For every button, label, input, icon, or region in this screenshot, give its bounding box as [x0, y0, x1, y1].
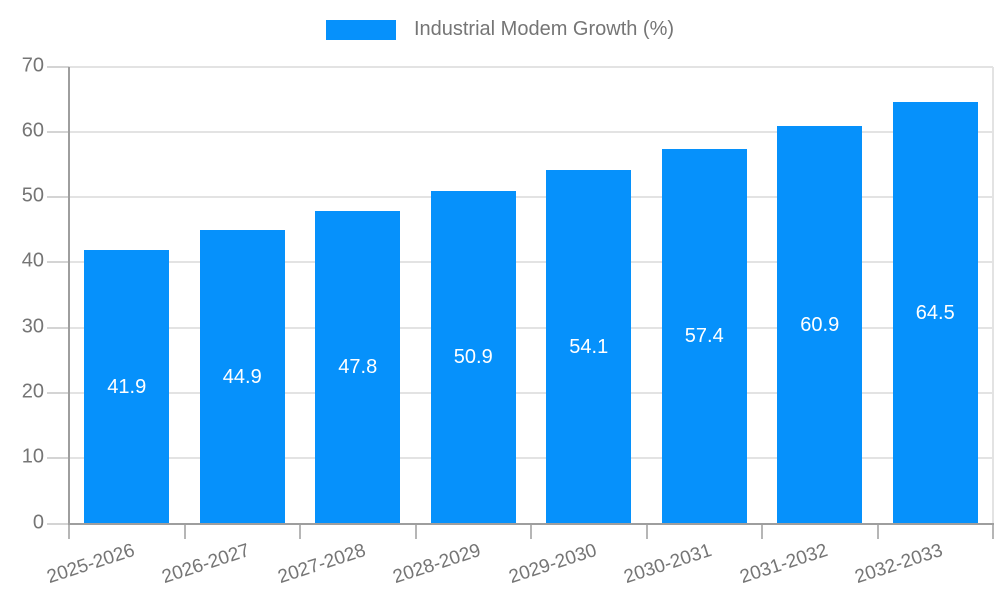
bar	[661, 148, 747, 524]
x-category-label: 2032-2033	[852, 540, 946, 589]
bar	[84, 249, 170, 524]
bar	[199, 230, 285, 524]
y-tick	[47, 196, 69, 199]
bar	[777, 125, 863, 524]
y-tick-label: 30	[21, 315, 44, 338]
y-tick-label: 70	[21, 54, 44, 77]
y-tick	[47, 391, 69, 394]
bar-value-label: 44.9	[222, 365, 262, 388]
y-tick	[47, 261, 69, 264]
bar-value-label: 41.9	[107, 375, 147, 398]
x-tick	[183, 523, 186, 539]
y-tick-label: 20	[21, 380, 44, 403]
x-category-label: 2031-2032	[737, 540, 831, 589]
y-tick-label: 10	[21, 445, 44, 468]
gridline	[69, 261, 993, 264]
y-tick-label: 50	[21, 184, 44, 207]
y-tick	[47, 65, 69, 68]
bar-value-label: 60.9	[800, 313, 840, 336]
bar-value-label: 54.1	[569, 335, 609, 358]
bar-value-label: 57.4	[684, 325, 724, 348]
bar	[546, 170, 632, 524]
y-tick-label: 0	[32, 511, 44, 534]
x-tick	[992, 523, 994, 539]
gridline	[69, 457, 993, 460]
x-tick	[530, 523, 532, 539]
x-tick	[414, 523, 417, 539]
bar	[430, 191, 516, 524]
y-tick	[47, 522, 69, 525]
bar	[315, 211, 401, 524]
x-category-label: 2029-2030	[506, 540, 600, 589]
y-tick-label: 60	[21, 119, 44, 142]
x-category-label: 2026-2027	[159, 540, 253, 589]
gridline	[69, 130, 993, 133]
y-tick-label: 40	[21, 249, 44, 272]
x-tick	[761, 523, 763, 539]
bar-value-label: 50.9	[453, 346, 493, 369]
x-tick	[876, 523, 879, 539]
bar-value-label: 64.5	[915, 301, 955, 324]
x-axis-line	[68, 522, 994, 525]
legend: Industrial Modem Growth (%)	[0, 18, 1000, 41]
y-tick	[47, 326, 69, 329]
y-tick	[47, 457, 69, 460]
x-category-label: 2027-2028	[275, 540, 369, 589]
bar-value-label: 47.8	[338, 356, 378, 379]
x-tick	[299, 523, 301, 539]
y-tick	[47, 130, 69, 133]
gridline	[69, 196, 993, 199]
legend-label: Industrial Modem Growth (%)	[413, 18, 675, 40]
y-axis-line	[68, 66, 70, 525]
x-category-label: 2030-2031	[621, 540, 715, 589]
gridline	[69, 326, 993, 329]
gridline	[69, 391, 993, 394]
x-category-label: 2028-2029	[390, 540, 484, 589]
x-tick	[645, 523, 648, 539]
bar	[892, 102, 978, 524]
legend-swatch	[325, 19, 396, 40]
plot-right-border	[992, 66, 994, 524]
gridline	[69, 65, 993, 68]
x-tick	[68, 523, 70, 539]
x-category-label: 2025-2026	[44, 540, 138, 589]
